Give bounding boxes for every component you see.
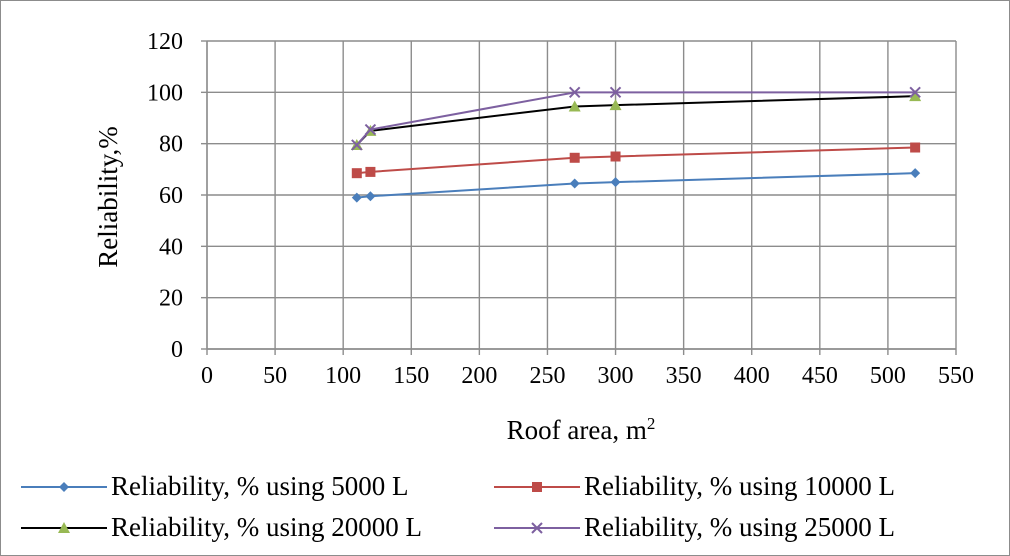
y-tick-label: 40 (159, 234, 183, 260)
x-axis-title-superscript: 2 (647, 414, 656, 433)
x-tick-label: 250 (529, 363, 565, 389)
data-point (532, 482, 542, 492)
y-axis-title: Reliability,% (93, 126, 123, 267)
data-point (909, 86, 921, 99)
legend-label: Reliability, % using 20000 L (111, 512, 422, 542)
data-point (364, 123, 377, 136)
data-point (351, 192, 362, 203)
data-point (569, 178, 580, 189)
y-tick-label: 0 (171, 337, 183, 363)
data-point (365, 191, 376, 202)
data-point (609, 99, 622, 111)
data-point (910, 168, 921, 179)
data-point (910, 142, 921, 153)
legend-item: Reliability, % using 5000 L (21, 471, 408, 501)
x-tick-label: 500 (870, 363, 906, 389)
data-point (58, 522, 70, 533)
data-point (351, 168, 362, 179)
x-tick-label: 400 (734, 363, 770, 389)
data-point (610, 151, 621, 162)
legend-label: Reliability, % using 10000 L (584, 471, 895, 501)
data-point (568, 100, 581, 112)
data-point (909, 90, 922, 102)
y-tick-label: 100 (147, 80, 183, 106)
y-tick-label: 80 (159, 132, 183, 158)
series-line (356, 146, 916, 175)
series-line (356, 91, 916, 146)
data-point-stroke (531, 522, 543, 534)
data-point-stroke (351, 139, 363, 151)
x-axis-title-text: Roof area, m (507, 415, 647, 445)
series-layer (350, 86, 922, 203)
series-3 (350, 90, 922, 150)
axes (201, 40, 957, 355)
data-point (59, 482, 69, 492)
x-tick-label: 300 (598, 363, 634, 389)
data-point (531, 522, 543, 534)
series-2 (351, 142, 921, 179)
legend-item: Reliability, % using 10000 L (494, 471, 895, 501)
x-tick-label: 550 (938, 363, 974, 389)
data-point (351, 139, 363, 151)
legend-item: Reliability, % using 20000 L (21, 512, 422, 542)
x-tick-label: 450 (802, 363, 838, 389)
grid (206, 40, 957, 350)
x-tick-label: 350 (666, 363, 702, 389)
data-point-stroke (909, 86, 921, 99)
x-tick-label: 150 (393, 363, 429, 389)
data-point (610, 177, 621, 188)
x-tick-label: 100 (325, 363, 361, 389)
data-point (568, 86, 581, 99)
data-point (609, 86, 622, 99)
y-tick-label: 20 (159, 286, 183, 312)
data-point-stroke (568, 86, 581, 99)
series-line (356, 172, 916, 199)
legend-label: Reliability, % using 25000 L (584, 512, 895, 542)
data-point-stroke (609, 86, 622, 99)
legend: Reliability, % using 5000 L Reliability, … (21, 471, 895, 542)
y-tick-label: 120 (147, 29, 183, 55)
x-tick-label: 50 (263, 363, 287, 389)
x-tick-label: 200 (461, 363, 497, 389)
data-point (365, 166, 376, 177)
series-4 (351, 86, 921, 151)
tick-labels: 0 50 100 150 200 250 300 350 400 450 500 550 0 20 40 60… (147, 29, 974, 389)
data-point-stroke (364, 123, 377, 136)
legend-label: Reliability, % using 5000 L (111, 471, 408, 501)
series-line (356, 95, 916, 146)
series-1 (351, 168, 921, 203)
x-axis-title: Roof area, m2 (507, 414, 656, 445)
y-tick-label: 60 (159, 183, 183, 209)
data-point (569, 152, 580, 163)
legend-item: Reliability, % using 25000 L (494, 512, 895, 542)
x-tick-label: 0 (201, 363, 213, 389)
